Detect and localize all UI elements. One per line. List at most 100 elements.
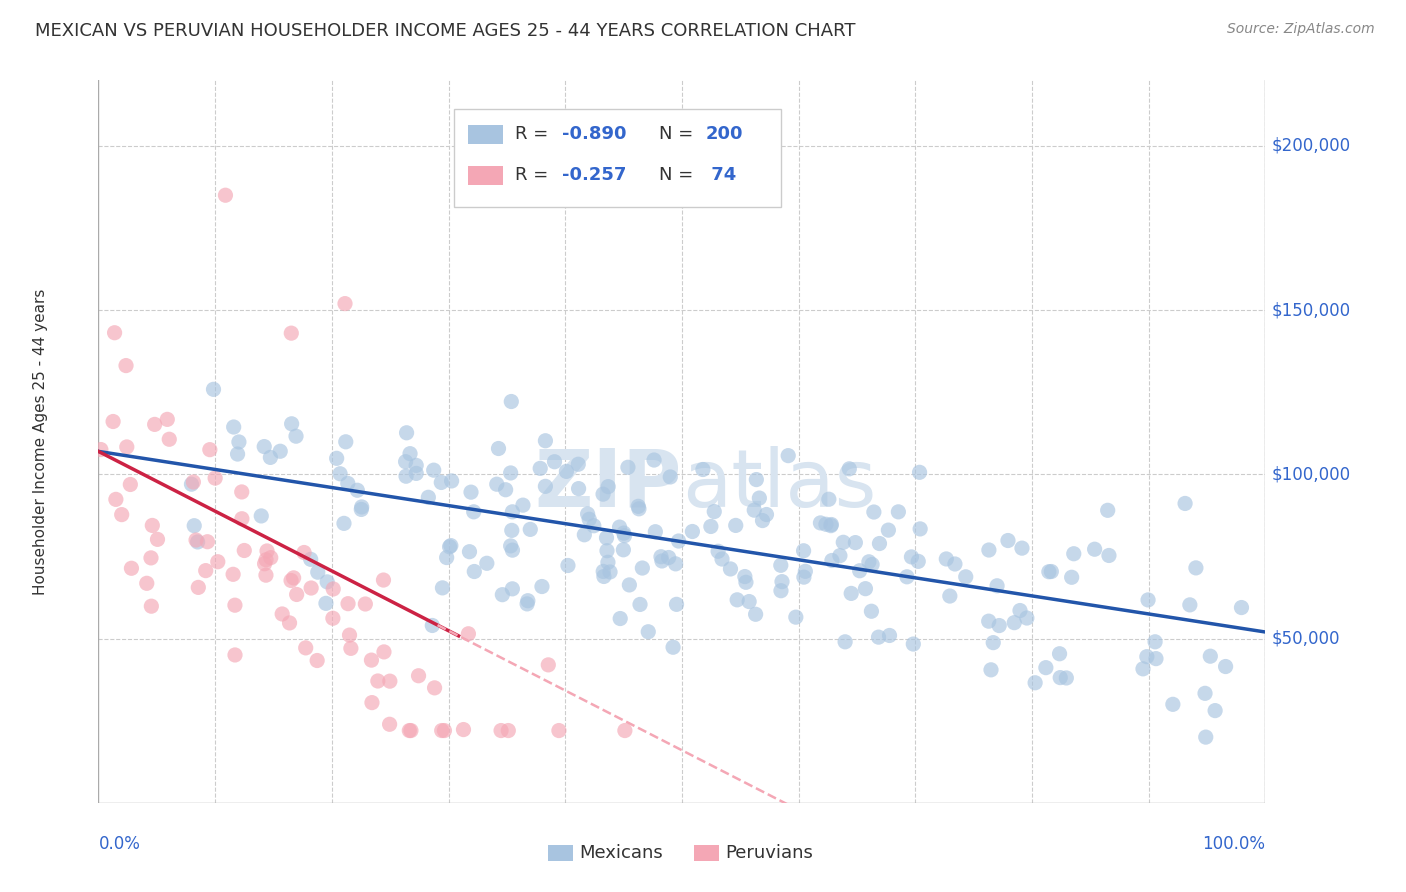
Point: [141, 518, 163, 533]
Text: 100.0%: 100.0%: [1202, 835, 1265, 854]
Point: [202, 382, 225, 396]
Text: ZIP: ZIP: [534, 446, 682, 524]
Point: [877, 523, 900, 537]
Point: [769, 558, 792, 573]
Point: [395, 469, 418, 483]
Point: [839, 586, 862, 600]
Point: [350, 502, 373, 516]
Point: [529, 461, 551, 475]
Point: [613, 526, 636, 541]
Point: [378, 674, 401, 689]
Text: $100,000: $100,000: [1271, 466, 1350, 483]
Point: [254, 568, 277, 582]
Point: [501, 524, 523, 538]
Point: [557, 558, 579, 573]
Point: [576, 507, 599, 521]
Point: [651, 554, 673, 568]
Text: -0.890: -0.890: [562, 125, 626, 143]
Point: [146, 533, 169, 547]
Point: [818, 492, 841, 507]
Point: [253, 440, 276, 454]
Point: [1137, 593, 1160, 607]
Point: [516, 593, 538, 607]
Point: [707, 544, 730, 558]
Point: [231, 512, 253, 526]
Bar: [468, 125, 503, 144]
Point: [433, 723, 456, 738]
Point: [1084, 542, 1107, 557]
Point: [226, 447, 249, 461]
Point: [613, 723, 636, 738]
Point: [399, 723, 422, 738]
Point: [1230, 600, 1253, 615]
Point: [530, 580, 553, 594]
Point: [283, 571, 305, 585]
Point: [499, 466, 522, 480]
Text: MEXICAN VS PERUVIAN HOUSEHOLDER INCOME AGES 25 - 44 YEARS CORRELATION CHART: MEXICAN VS PERUVIAN HOUSEHOLDER INCOME A…: [35, 22, 856, 40]
Point: [908, 466, 931, 480]
Point: [408, 669, 430, 683]
Point: [115, 359, 138, 373]
Point: [770, 574, 793, 589]
Point: [793, 543, 815, 558]
Point: [156, 412, 179, 426]
Point: [260, 550, 283, 565]
Point: [115, 440, 138, 454]
Point: [844, 535, 866, 549]
Point: [596, 543, 619, 558]
Point: [595, 531, 617, 545]
Point: [453, 723, 475, 737]
Text: N =: N =: [658, 125, 699, 143]
Point: [593, 569, 616, 583]
Point: [187, 581, 209, 595]
Point: [745, 473, 768, 487]
Point: [703, 505, 725, 519]
Point: [1161, 698, 1184, 712]
Bar: [548, 845, 574, 861]
Point: [299, 552, 322, 566]
Point: [233, 543, 256, 558]
Point: [821, 553, 844, 567]
Point: [755, 508, 778, 522]
Point: [250, 508, 273, 523]
Point: [665, 598, 688, 612]
Point: [734, 569, 756, 583]
Point: [548, 723, 571, 738]
Bar: [468, 166, 503, 185]
Point: [111, 508, 134, 522]
Point: [1060, 570, 1083, 584]
Point: [440, 539, 463, 553]
Point: [489, 723, 512, 738]
Point: [207, 555, 229, 569]
Point: [222, 420, 245, 434]
Point: [981, 635, 1004, 649]
Point: [440, 474, 463, 488]
Point: [838, 462, 860, 476]
Point: [744, 607, 766, 622]
Point: [460, 485, 482, 500]
Point: [742, 503, 765, 517]
Point: [214, 188, 236, 202]
Point: [868, 630, 890, 644]
Point: [285, 587, 308, 601]
Point: [187, 535, 209, 549]
Point: [650, 549, 672, 564]
Point: [333, 516, 356, 531]
Text: Peruvians: Peruvians: [725, 844, 813, 862]
Point: [907, 554, 929, 568]
Point: [398, 723, 420, 738]
Point: [280, 326, 302, 341]
Point: [858, 555, 880, 569]
Point: [367, 673, 389, 688]
Point: [501, 394, 523, 409]
Point: [335, 434, 357, 449]
Point: [534, 434, 557, 448]
Point: [555, 464, 578, 478]
Point: [436, 550, 458, 565]
Point: [1054, 671, 1077, 685]
Text: -0.257: -0.257: [562, 166, 626, 184]
Point: [1136, 649, 1159, 664]
Point: [568, 482, 591, 496]
Point: [498, 723, 520, 738]
Point: [879, 628, 901, 642]
